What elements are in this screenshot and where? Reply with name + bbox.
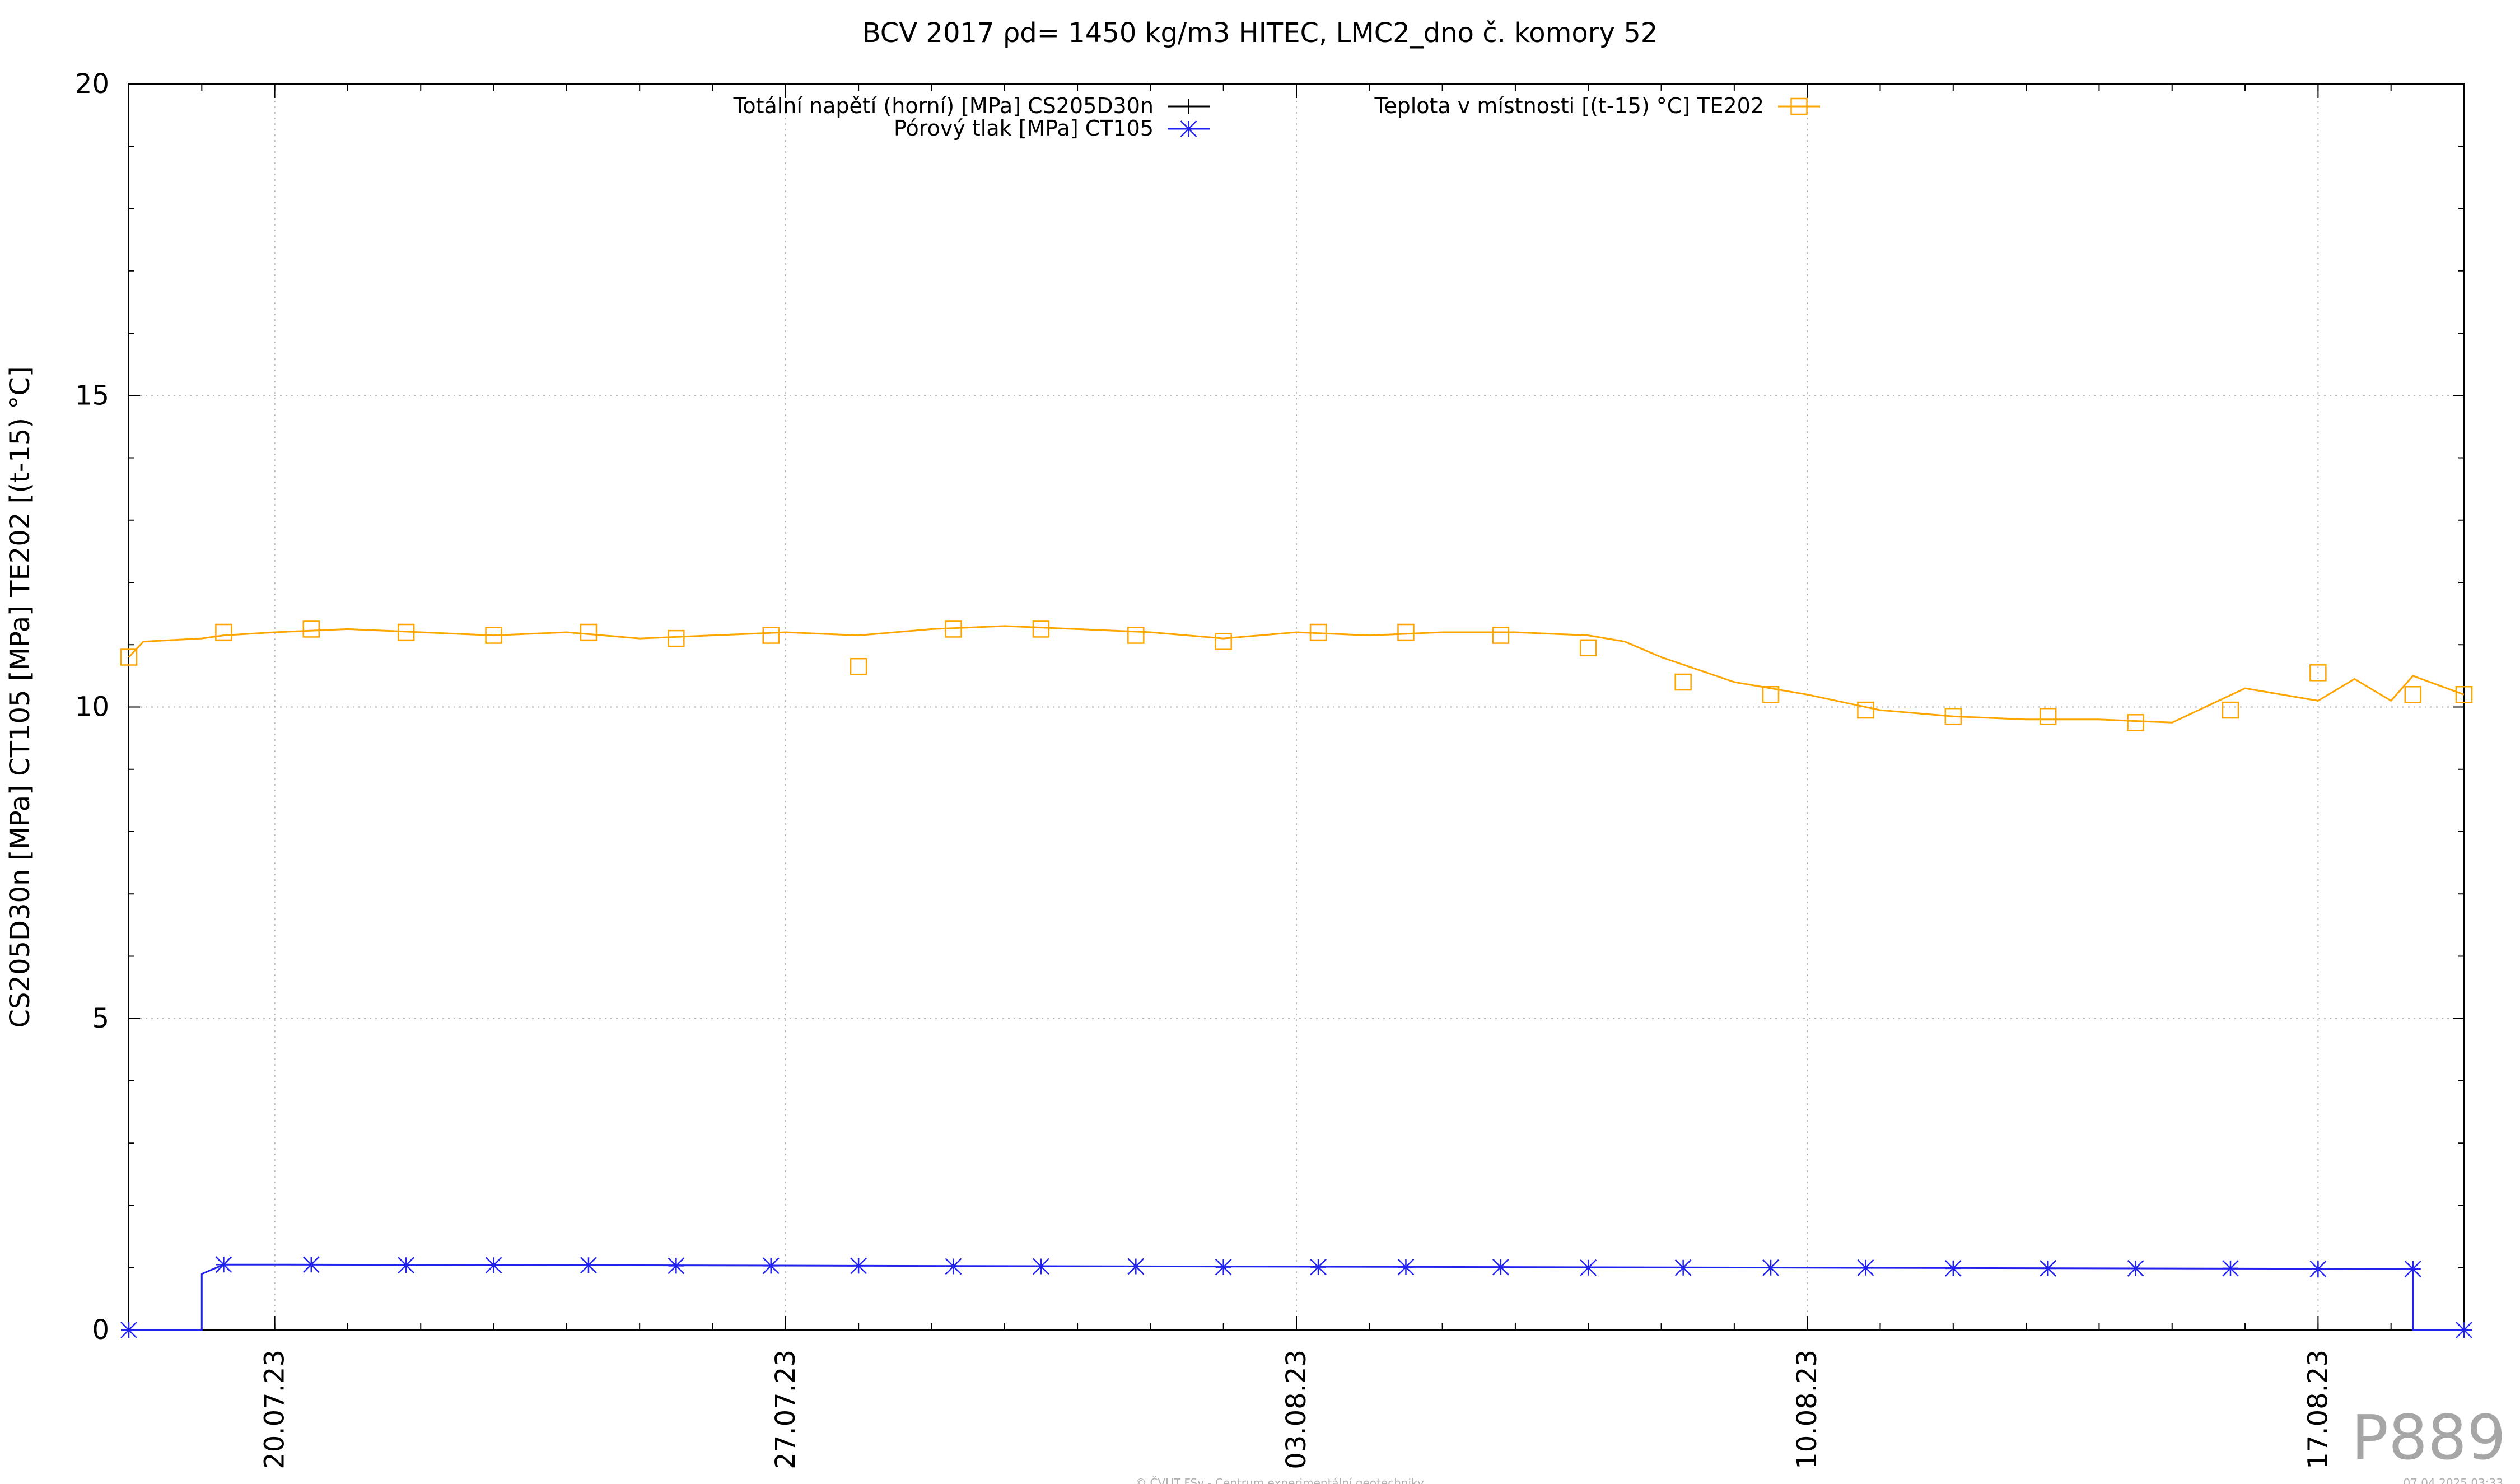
data-point — [2127, 714, 2144, 731]
data-point — [2222, 1259, 2239, 1277]
axes: 0 5 10 15 20 20.07.23 27.07.23 03.08.23 10.08.23… — [75, 68, 2465, 1469]
legend-swatch-marker — [1180, 99, 1197, 114]
legend-entry-label: Totální napětí (horní) [MPa] CS205D30n — [733, 94, 1154, 118]
grid — [129, 84, 2464, 1330]
data-point — [1944, 1259, 1962, 1277]
data-point — [580, 1257, 597, 1274]
legend-swatch-marker — [1180, 120, 1197, 137]
data-point — [2039, 707, 2057, 725]
data-point — [762, 1257, 780, 1275]
data-point — [302, 620, 320, 638]
legend-entry-label: Pórový tlak [MPa] CT105 — [894, 116, 1154, 141]
data-point — [2040, 1259, 2057, 1277]
data-point — [1580, 639, 1597, 657]
series-2 — [120, 620, 2473, 731]
data-point — [1309, 623, 1327, 641]
x-tick-label: 10.08.23 — [1791, 1350, 1823, 1469]
series-line — [128, 625, 2465, 724]
data-point — [1397, 1258, 1415, 1276]
data-point — [850, 1257, 867, 1275]
data-point — [2456, 1322, 2472, 1338]
data-point — [485, 1257, 502, 1274]
data-point — [1127, 627, 1145, 644]
copyright-note: © ČVUT FSv - Centrum experimentální geot… — [1135, 1476, 1424, 1484]
data-point — [762, 627, 780, 644]
series-line — [129, 1263, 2464, 1331]
y-tick-label: 15 — [75, 380, 109, 411]
plot-frame — [128, 83, 2465, 1331]
legend: Totální napětí (horní) [MPa] CS205D30nPó… — [733, 94, 1820, 141]
data-point — [2222, 701, 2239, 719]
legend-swatch-marker — [1790, 97, 1808, 115]
data-point — [2309, 1261, 2327, 1277]
data-point — [2309, 664, 2327, 682]
series-1 — [120, 1256, 2472, 1338]
data-point — [1215, 633, 1232, 650]
data-point — [1762, 686, 1780, 703]
x-tick-label: 27.07.23 — [770, 1350, 801, 1469]
data-point — [2127, 1259, 2144, 1277]
timestamp: 07.04.2025 03:33 — [2403, 1476, 2503, 1484]
data-point — [945, 620, 962, 638]
data-point — [1857, 701, 1874, 719]
series-layer — [120, 620, 2473, 1338]
data-point — [2404, 1261, 2421, 1277]
data-point — [1397, 623, 1415, 641]
data-point — [1127, 1258, 1145, 1275]
data-point — [2455, 686, 2473, 703]
x-tick-label: 03.08.23 — [1281, 1350, 1312, 1469]
y-axis-label: CS205D30n [MPa] CT105 [MPa] TE202 [(t-15… — [4, 366, 36, 1028]
data-point — [397, 623, 415, 641]
y-tick-label: 5 — [92, 1003, 109, 1034]
data-point — [1492, 627, 1510, 644]
data-point — [1674, 1259, 1692, 1276]
data-point — [580, 623, 598, 641]
data-point — [398, 1257, 415, 1274]
chart-title: BCV 2017 ρd= 1450 kg/m3 HITEC, LMC2_dno … — [862, 17, 1658, 49]
data-point — [215, 623, 232, 641]
data-point — [668, 629, 685, 647]
legend-entry-label: Teplota v místnosti [(t-15) °C] TE202 — [1374, 94, 1764, 118]
data-point — [1033, 1258, 1049, 1275]
data-point — [1857, 1259, 1874, 1276]
data-point — [1215, 1258, 1232, 1276]
data-point — [1944, 707, 1962, 725]
data-point — [120, 1322, 137, 1338]
data-point — [1310, 1258, 1327, 1276]
y-tick-label: 0 — [92, 1314, 109, 1346]
data-point — [2404, 686, 2422, 703]
data-point — [1032, 620, 1050, 638]
x-tick-label: 20.07.23 — [259, 1350, 291, 1469]
data-point — [485, 627, 502, 644]
data-point — [1580, 1259, 1597, 1276]
y-tick-label: 10 — [75, 692, 109, 723]
y-tick-label: 20 — [75, 68, 109, 100]
data-point — [302, 1256, 320, 1273]
data-point — [120, 648, 138, 666]
data-point — [1762, 1259, 1779, 1276]
data-point — [215, 1256, 232, 1273]
data-point — [850, 657, 867, 675]
plot-id-label: P889 — [2351, 1402, 2506, 1473]
data-point — [668, 1257, 685, 1275]
data-point — [1492, 1258, 1509, 1276]
data-point — [1674, 673, 1692, 691]
x-tick-label: 17.08.23 — [2302, 1350, 2334, 1469]
data-point — [945, 1258, 962, 1275]
